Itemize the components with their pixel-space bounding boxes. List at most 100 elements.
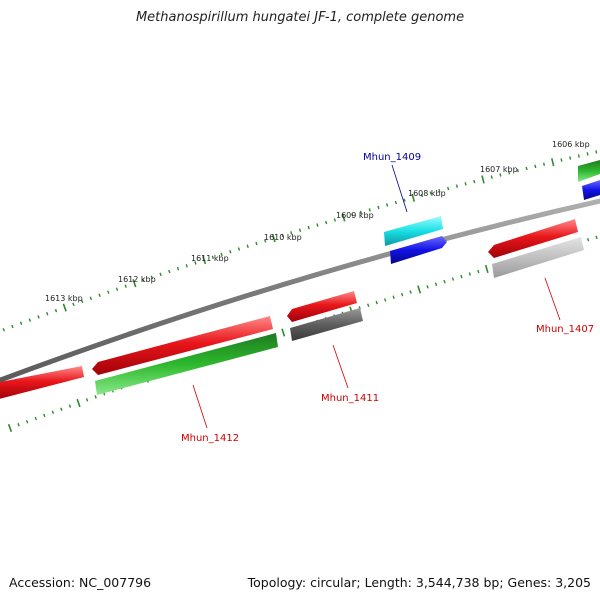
outer-scale-minor-tick [577,154,580,158]
gene-label-mhun-1411[interactable]: Mhun_1411 [321,393,379,404]
scale-label-1613: 1613 kbp [45,294,83,303]
outer-scale-minor-tick [237,247,241,251]
outer-scale-minor-tick [359,210,363,215]
cds-feature-mhun-1412-red[interactable] [92,316,273,375]
cds-feature-mhun-1407-red[interactable] [488,219,578,258]
outer-scale-minor-tick [211,255,214,260]
outer-scale-minor-tick [351,213,354,217]
outer-scale-major-tick [202,256,207,265]
leader-line-mhun-1409 [391,164,408,213]
outer-scale-major-tick [551,158,555,167]
cds-feature-mhun-1407-gray[interactable] [492,237,584,278]
inner-scale-minor-tick [34,416,37,421]
outer-scale-minor-tick [80,299,84,304]
gene-label-mhun-1409[interactable]: Mhun_1409 [363,152,421,163]
inner-scale-minor-tick [392,295,395,299]
map-title: Methanospirillum hungatei JF-1, complete… [135,10,465,25]
cds-feature-mhun-1409-cyan[interactable] [384,216,443,246]
outer-scale-minor-tick [394,200,397,205]
inner-scale-minor-tick [460,274,463,279]
outer-scale-minor-tick [246,244,249,249]
outer-scale-minor-tick [37,315,40,319]
outer-scale-minor-tick [455,184,458,188]
outer-scale-minor-tick [595,150,598,154]
outer-scale-minor-tick [508,171,511,175]
outer-scale-minor-tick [542,162,546,166]
outer-scale-minor-tick [281,233,284,238]
cds-feature-red-left[interactable] [0,366,84,400]
outer-scale-minor-tick [89,296,93,301]
outer-scale-minor-tick [560,158,563,162]
outer-scale-minor-tick [72,302,75,307]
outer-scale-minor-tick [438,189,441,193]
inner-scale-minor-tick [375,300,378,305]
outer-scale-minor-tick [499,173,502,177]
outer-scale-minor-tick [168,269,171,274]
outer-scale-minor-tick [264,239,267,243]
gene-label-mhun-1412[interactable]: Mhun_1412 [181,433,239,444]
inner-scale-minor-tick [443,279,446,284]
outer-scale-ring [2,150,598,332]
outer-scale-minor-tick [124,284,127,288]
outer-scale-minor-tick [490,175,493,179]
outer-scale-minor-tick [150,275,154,280]
outer-scale-minor-tick [447,186,450,191]
outer-scale-minor-tick [255,241,258,246]
inner-scale-minor-tick [451,277,455,281]
outer-scale-minor-tick [368,208,371,212]
outer-scale-minor-tick [534,164,537,169]
inner-scale-major-tick [7,423,13,433]
outer-scale-minor-tick [516,168,519,173]
inner-scale-minor-tick [477,269,480,274]
outer-scale-major-tick [341,213,346,222]
cds-feature-mhun-1411-red[interactable] [287,291,357,322]
inner-scale-minor-tick [25,419,29,424]
outer-scale-major-tick [411,193,416,202]
cds-feature-blue[interactable] [390,236,447,264]
leader-line-mhun-1412 [192,384,208,429]
outer-scale-minor-tick [46,312,49,316]
outer-scale-minor-tick [569,156,572,160]
outer-scale-minor-tick [115,287,119,291]
outer-scale-minor-tick [386,203,389,207]
inner-scale-minor-tick [595,235,598,240]
outer-scale-minor-tick [11,324,14,329]
outer-scale-minor-tick [307,225,310,230]
gene-label-mhun-1407[interactable]: Mhun_1407 [536,324,594,335]
scale-label-1607: 1607 kbp [480,165,518,174]
outer-scale-minor-tick [464,182,467,186]
outer-scale-minor-tick [333,218,336,222]
genome-summary-text: Topology: circular; Length: 3,544,738 bp… [247,575,591,590]
inner-scale-minor-tick [51,410,55,415]
outer-scale-minor-tick [220,252,223,257]
cds-feature-mhun-1412-green[interactable] [95,333,278,395]
cds-feature-mhun-1411-gray[interactable] [290,308,363,341]
inner-scale-minor-tick [94,395,97,399]
outer-scale-minor-tick [325,220,328,225]
outer-scale-minor-tick [525,166,528,171]
scale-label-1608: 1608 kbp [408,189,446,198]
cds-feature-green-right[interactable] [578,160,600,182]
outer-scale-minor-tick [2,328,5,332]
outer-scale-minor-tick [420,193,424,198]
scale-label-1609: 1609 kbp [336,211,374,220]
outer-scale-minor-tick [290,231,293,235]
inner-scale-major-tick [484,264,489,274]
inner-scale-major-tick [281,328,286,337]
outer-scale-minor-tick [54,308,58,313]
inner-scale-minor-tick [43,413,46,418]
scale-label-1606: 1606 kbp [552,140,590,149]
leader-line-mhun-1407 [544,277,561,321]
outer-scale-minor-tick [176,266,180,271]
inner-scale-minor-tick [17,423,20,427]
inner-scale-minor-tick [68,404,72,408]
cds-feature-blue-right[interactable] [582,180,600,200]
outer-scale-minor-tick [473,179,476,184]
inner-scale-minor-tick [409,290,412,294]
inner-scale-major-tick [76,398,81,408]
outer-scale-minor-tick [229,249,232,254]
outer-scale-minor-tick [298,228,302,233]
inner-scale-minor-tick [468,272,471,276]
outer-scale-minor-tick [377,205,380,210]
